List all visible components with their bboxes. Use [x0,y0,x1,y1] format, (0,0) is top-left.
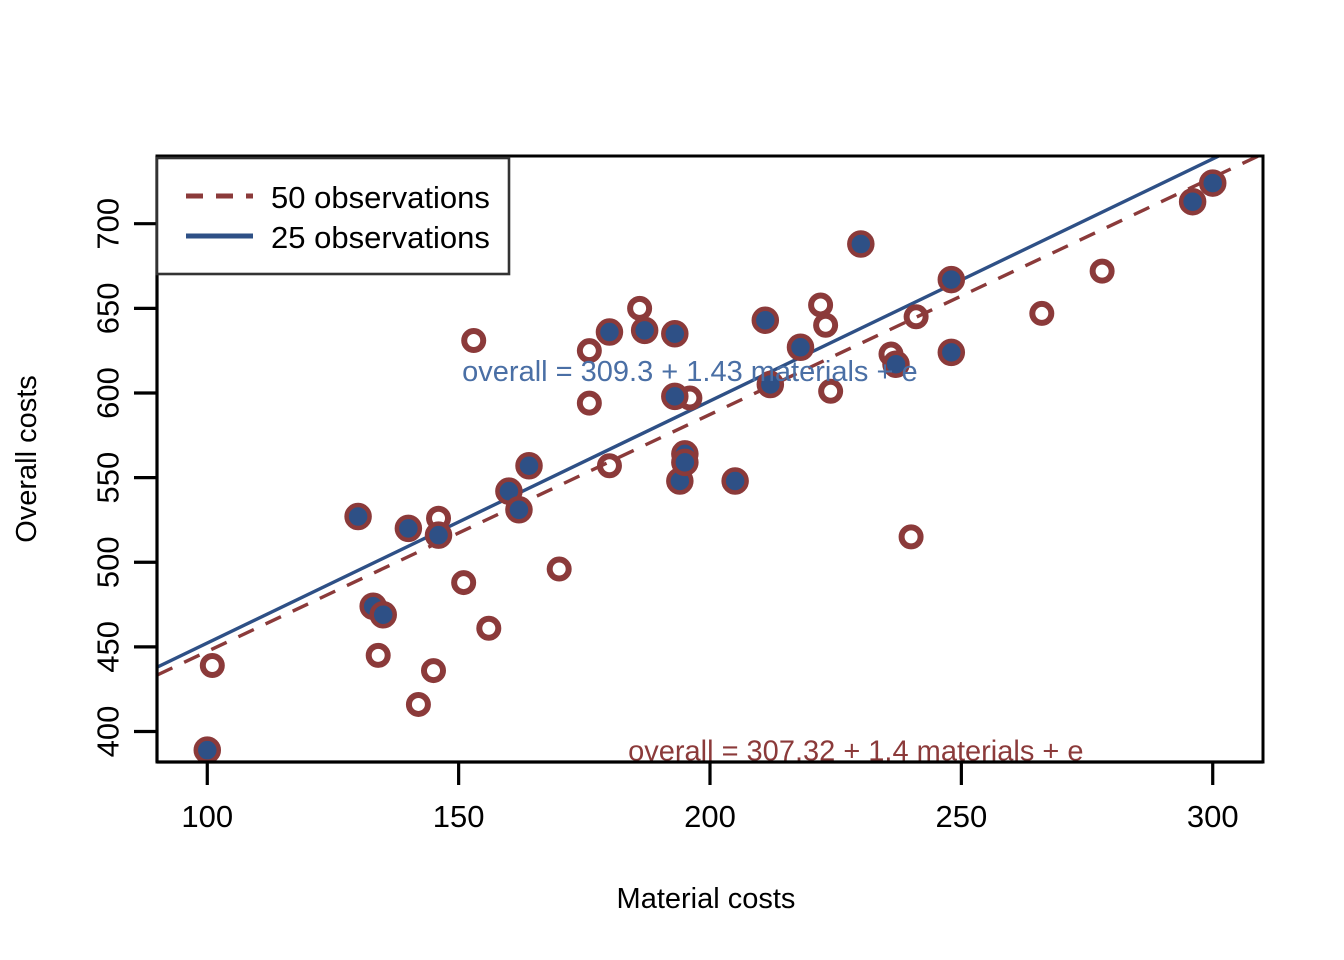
data-point [193,736,222,762]
data-point [1198,169,1227,197]
legend-label-25-observations: 25 observations [271,220,490,255]
equation-annotations-group: overall = 309.3 + 1.43 materials + e over… [462,356,1083,767]
y-tick-label-500: 500 [91,536,126,588]
data-point [937,338,966,367]
data-point [1178,187,1207,216]
chart-legend: 50 observations 25 observations [155,156,511,276]
data-point [576,390,602,416]
data-point [421,658,446,684]
y-axis-title: Overall costs [11,375,43,543]
data-point [818,378,844,404]
data-point [595,318,624,346]
data-point [898,524,924,550]
x-tick-label-100: 100 [181,799,233,834]
equation-annotation-red: overall = 307.32 + 1.4 materials + e [628,735,1083,767]
x-tick-label-250: 250 [935,799,987,834]
data-point [546,556,572,582]
series-50-observations-points [199,258,1115,717]
data-point [661,319,689,348]
data-point [786,333,815,362]
data-point [505,496,533,524]
data-point [405,691,431,717]
data-point [394,514,423,543]
data-point [461,328,487,354]
y-tick-label-600: 600 [91,367,126,419]
y-tick-label-450: 450 [91,621,126,673]
data-point [903,304,929,330]
y-tick-label-650: 650 [91,282,126,334]
data-point [344,502,372,531]
x-tick-label-150: 150 [433,799,485,834]
data-point [576,338,602,364]
x-axis-ticks: 100 150 200 250 300 [181,762,1239,834]
data-point [630,316,659,345]
data-point [756,370,785,399]
data-point [451,570,477,596]
x-tick-label-300: 300 [1187,799,1239,834]
data-point [847,230,875,258]
x-axis-title: Material costs [617,883,796,915]
legend-box [155,156,511,276]
data-point [596,453,622,479]
equation-annotation-blue: overall = 309.3 + 1.43 materials + e [462,356,917,388]
data-point [515,452,543,480]
data-point [1029,300,1055,326]
data-point [671,448,699,477]
regression-line-50-observations [157,156,1263,677]
data-point [1089,258,1115,284]
data-point [365,642,391,668]
data-point [882,350,910,378]
y-tick-label-550: 550 [91,452,126,504]
data-point [721,467,749,495]
data-point [813,312,839,338]
legend-label-50-observations: 50 observations [271,180,490,215]
data-point [661,382,689,411]
legend-item-50-observations: 50 observations [186,180,490,215]
data-point [751,306,780,334]
y-tick-label-400: 400 [91,706,126,758]
data-point [476,615,502,641]
data-point [369,600,397,629]
x-tick-label-200: 200 [684,799,736,834]
y-tick-label-700: 700 [91,198,126,250]
series-25-observations-points [193,169,1227,762]
regression-lines-group [157,156,1263,677]
regression-line-25-observations [157,156,1223,669]
y-axis-ticks: 400 450 500 550 600 650 700 [91,198,157,758]
data-point [424,521,453,549]
data-point [937,265,966,294]
legend-item-25-observations: 25 observations [186,220,490,255]
data-point [199,653,225,679]
